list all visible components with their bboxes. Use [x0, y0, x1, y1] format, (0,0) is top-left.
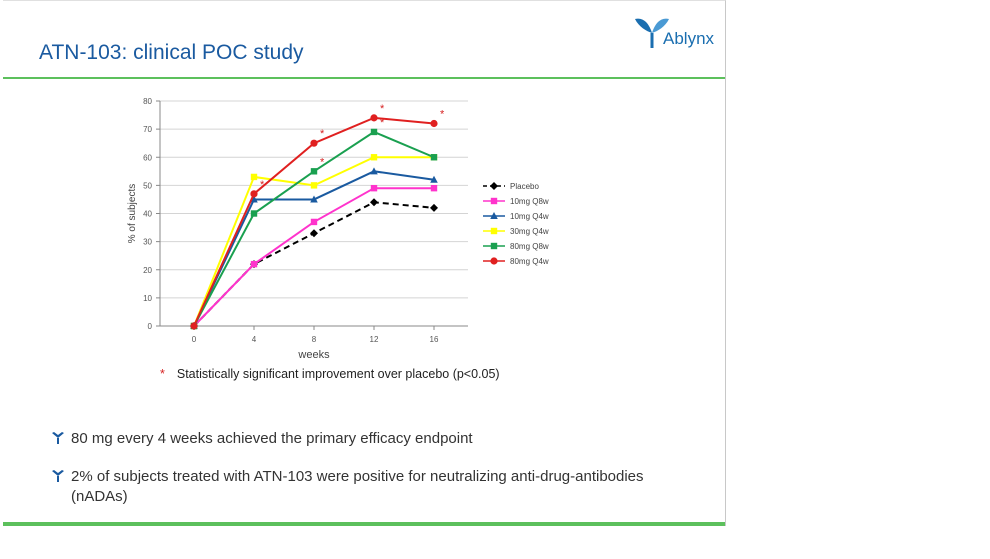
legend-label: 80mg Q8w — [510, 242, 549, 251]
significance-star: * — [440, 109, 445, 121]
bullet-text: 80 mg every 4 weeks achieved the primary… — [71, 430, 473, 447]
significance-star: * — [380, 103, 385, 115]
data-point — [370, 128, 378, 136]
data-point — [250, 190, 258, 198]
data-point — [370, 154, 378, 161]
bullet-text: 2% of subjects treated with ATN-103 were… — [71, 468, 644, 505]
y-tick-label: 30 — [143, 238, 152, 247]
series-line — [193, 130, 435, 327]
data-point — [430, 119, 438, 128]
data-point — [310, 229, 318, 238]
data-point — [310, 195, 318, 203]
significance-star: * — [260, 179, 265, 191]
footnote-star: * — [160, 367, 165, 381]
data-point — [310, 218, 318, 226]
data-point — [430, 203, 438, 212]
data-point — [190, 322, 198, 330]
x-tick-label: 4 — [252, 335, 257, 344]
data-point — [250, 173, 258, 181]
ablynx-logo: Ablynx — [633, 15, 725, 55]
legend-label: Placebo — [510, 182, 539, 191]
y-tick-label: 0 — [148, 322, 153, 331]
significance-star: * — [380, 117, 385, 129]
data-point — [370, 114, 378, 122]
legend-label: 10mg Q8w — [510, 197, 549, 206]
x-axis-label: weeks — [297, 349, 330, 361]
y-axis-label: % of subjects — [127, 184, 138, 243]
legend-label: 10mg Q4w — [510, 212, 549, 221]
logo-text: Ablynx — [663, 29, 715, 48]
title-divider — [3, 77, 725, 79]
significance-star: * — [320, 156, 325, 168]
legend-label: 30mg Q4w — [510, 227, 549, 236]
legend-label: 80mg Q4w — [510, 257, 549, 266]
data-point — [250, 260, 258, 268]
footnote-text: Statistically significant improvement ov… — [176, 367, 500, 381]
data-point — [430, 175, 438, 183]
y-tick-label: 40 — [143, 210, 152, 219]
data-point — [370, 167, 378, 175]
data-point — [430, 184, 438, 192]
bullet-icon — [51, 431, 65, 451]
legend-marker — [490, 197, 498, 205]
data-point — [310, 168, 318, 175]
data-point — [250, 210, 258, 217]
legend-marker — [490, 242, 498, 250]
data-point — [370, 198, 378, 207]
y-tick-label: 80 — [143, 97, 152, 106]
legend-marker — [490, 212, 498, 219]
legend-marker — [490, 182, 498, 190]
data-point — [310, 139, 318, 147]
legend-marker — [490, 257, 498, 265]
x-tick-label: 12 — [370, 335, 379, 344]
logo-mark-icon — [635, 18, 669, 48]
data-point — [370, 184, 378, 192]
y-tick-label: 50 — [143, 181, 152, 190]
x-tick-label: 16 — [430, 335, 439, 344]
x-tick-label: 0 — [192, 335, 197, 344]
legend-marker — [490, 227, 498, 235]
x-tick-label: 8 — [312, 335, 317, 344]
efficacy-chart: 0 10 20 30 40 50 60 70 80 0 4 8 12 16 weeks % of subjec… — [127, 97, 549, 361]
bottom-divider — [3, 522, 725, 526]
bullet-icon — [51, 469, 65, 489]
data-point — [430, 154, 438, 161]
y-tick-label: 70 — [143, 125, 152, 134]
data-point — [250, 195, 258, 203]
significance-star: * — [320, 128, 325, 140]
y-tick-label: 20 — [143, 266, 152, 275]
y-tick-label: 10 — [143, 294, 152, 303]
y-tick-label: 60 — [143, 153, 152, 162]
data-point — [310, 182, 318, 189]
footnote: * Statistically significant improvement o… — [160, 367, 500, 381]
slide: ATN-103: clinical POC study Ablynx 0 10 20… — [3, 0, 726, 526]
slide-title: ATN-103: clinical POC study — [39, 41, 304, 64]
